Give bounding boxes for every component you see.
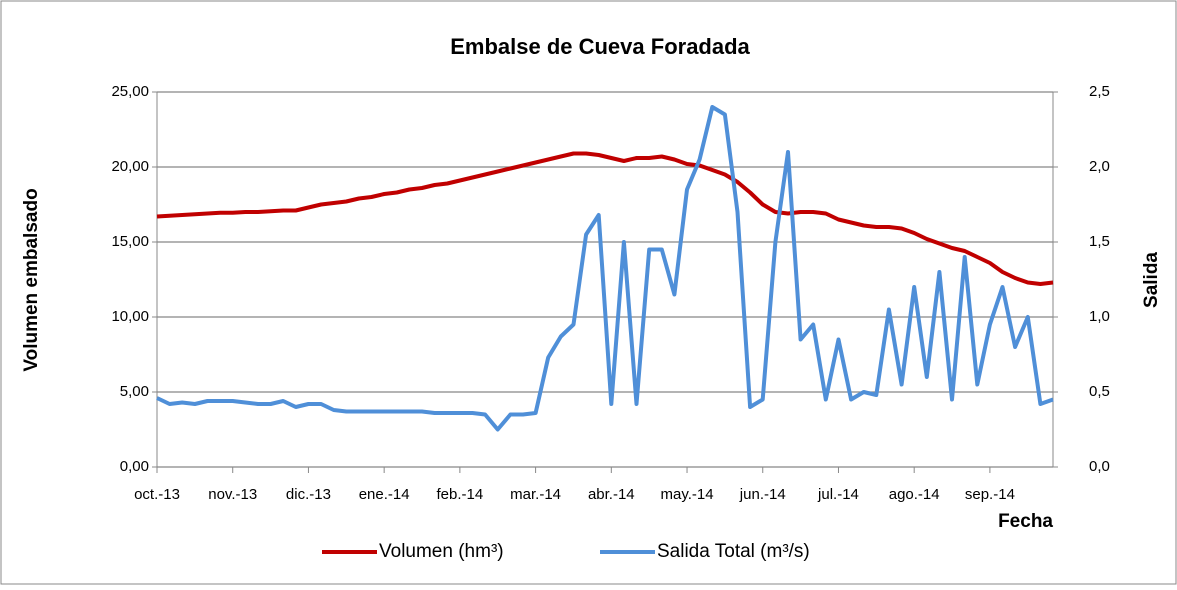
- x-tick-label: mar.-14: [510, 486, 561, 503]
- y2-tick-label: 1,5: [1089, 233, 1110, 250]
- x-axis-title: Fecha: [998, 511, 1053, 532]
- x-tick-label: sep.-14: [965, 486, 1015, 503]
- x-tick-label: feb.-14: [437, 486, 484, 503]
- y2-tick-label: 2,5: [1089, 83, 1110, 100]
- legend-label: Volumen (hm³): [379, 541, 504, 562]
- x-tick-label: oct.-13: [134, 486, 180, 503]
- y2-tick-label: 1,0: [1089, 308, 1110, 325]
- x-tick-label: dic.-13: [286, 486, 331, 503]
- x-tick-label: jun.-14: [739, 486, 786, 503]
- x-tick-label: nov.-13: [208, 486, 257, 503]
- x-tick-label: ene.-14: [359, 486, 410, 503]
- y-tick-label: 10,00: [111, 308, 149, 325]
- y2-tick-label: 0,0: [1089, 458, 1110, 475]
- y-tick-label: 15,00: [111, 233, 149, 250]
- series-line: [156, 105, 1054, 432]
- chart-title: Embalse de Cueva Foradada: [450, 34, 750, 59]
- series-line: [156, 151, 1054, 286]
- y-tick-label: 0,00: [120, 458, 149, 475]
- y2-tick-label: 2,0: [1089, 158, 1110, 175]
- x-tick-label: jul.-14: [817, 486, 859, 503]
- y-tick-label: 5,00: [120, 383, 149, 400]
- y-axis-title: Volumen embalsado: [21, 188, 42, 371]
- y-tick-label: 25,00: [111, 83, 149, 100]
- legend-label: Salida Total (m³/s): [657, 541, 810, 562]
- x-tick-label: abr.-14: [588, 486, 635, 503]
- x-tick-label: may.-14: [660, 486, 713, 503]
- y2-tick-label: 0,5: [1089, 383, 1110, 400]
- y2-axis-title: Salida: [1141, 252, 1162, 308]
- x-tick-label: ago.-14: [889, 486, 940, 503]
- y-tick-label: 20,00: [111, 158, 149, 175]
